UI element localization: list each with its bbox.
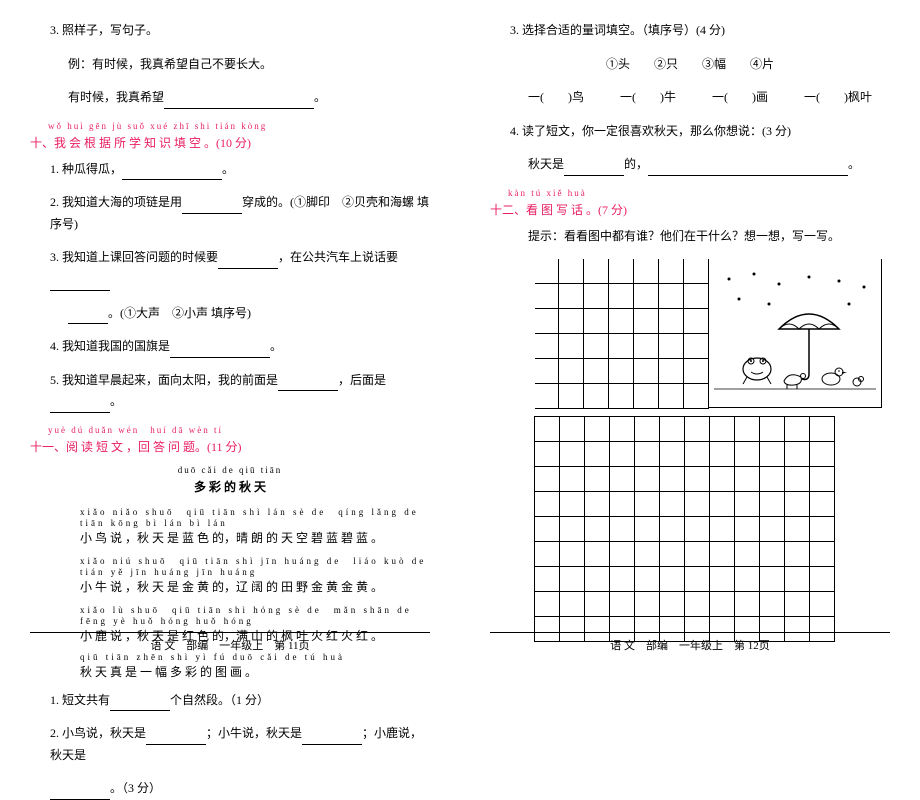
q3-prompt: 有时候，我真希望 — [68, 90, 164, 104]
q3-blank[interactable] — [164, 95, 314, 109]
q10-3c: 。(①大声 ②小声 填序号) — [30, 303, 430, 325]
q12-hint: 提示：看看图中都有谁？他们在干什么？想一想，写一写。 — [490, 226, 890, 248]
line4: 秋 天 真 是 一 幅 多 彩 的 图 画 。 — [30, 663, 430, 680]
writing-grid-wrap — [535, 259, 890, 409]
q10-4-blank[interactable] — [170, 344, 270, 358]
r-q3: 3. 选择合适的量词填空。（填序号）(4 分) — [490, 20, 890, 42]
q10-5: 5. 我知道早晨起来，面向太阳，我的前面是，后面是。 — [30, 370, 430, 413]
section12-text: 十二、看 图 写 话 。(7 分) — [490, 203, 627, 217]
section12-pinyin: kàn tú xiě huà — [490, 188, 890, 199]
q10-3-blank3[interactable] — [68, 310, 108, 324]
section11-text: 十一、阅 读 短 文 ，回 答 问 题。(11 分) — [30, 440, 242, 454]
q10-3: 3. 我知道上课回答问题的时候要，在公共汽车上说话要 — [30, 247, 430, 290]
q10-2: 2. 我知道大海的项链是用穿成的。(①脚印 ②贝壳和海螺 填序号) — [30, 192, 430, 235]
poem-title: duō cǎi de qiū tiān 多 彩 的 秋 天 — [30, 465, 430, 495]
r-q3-opts: ①头 ②只 ③幅 ④片 — [490, 54, 890, 76]
section10-pinyin: wǒ huì gēn jù suǒ xué zhī shi tián kòng — [30, 121, 430, 132]
q10-5-blank2[interactable] — [50, 399, 110, 413]
q11-2-blank2[interactable] — [302, 731, 362, 745]
line1: 小 鸟 说 ，秋 天 是 蓝 色 的，晴 朗 的 天 空 碧 蓝 碧 蓝 。 — [30, 529, 430, 546]
illustration — [708, 259, 882, 408]
q10-5-blank1[interactable] — [278, 377, 338, 391]
line4-pinyin: qiū tiān zhēn shì yì fú duō cǎi de tú hu… — [30, 652, 430, 662]
q11-2-cont: 。（3 分） — [30, 778, 430, 800]
section11-pinyin: yuè dú duǎn wén huí dā wèn tí — [30, 425, 430, 436]
line2-pinyin: xiǎo niú shuō qiū tiān shì jīn huáng de … — [30, 554, 430, 577]
section-10: wǒ huì gēn jù suǒ xué zhī shi tián kòng … — [30, 121, 430, 151]
q11-1-blank[interactable] — [110, 697, 170, 711]
q3-prompt-row: 有时候，我真希望。 — [30, 87, 430, 109]
line3-pinyin: xiǎo lù shuō qiū tiān shì hóng sè de mǎn… — [30, 603, 430, 626]
left-page: 3. 照样子，写句子。 例：有时候，我真希望自己不要长大。 有时候，我真希望。 … — [0, 0, 460, 663]
grid-bottom — [535, 417, 890, 642]
q10-1-blank[interactable] — [122, 166, 222, 180]
r-q4-prompt: 秋天是的，。 — [490, 154, 890, 176]
q10-3-blank2[interactable] — [50, 277, 110, 291]
q3-label: 3. 照样子，写句子。 — [50, 23, 158, 37]
r-q4-blank1[interactable] — [564, 162, 624, 176]
right-page: 3. 选择合适的量词填空。（填序号）(4 分) ①头 ②只 ③幅 ④片 一( )… — [460, 0, 920, 663]
r-q4: 4. 读了短文，你一定很喜欢秋天，那么你想说：(3 分) — [490, 121, 890, 143]
r-q4-blank2[interactable] — [648, 162, 848, 176]
section-12: kàn tú xiě huà 十二、看 图 写 话 。(7 分) — [490, 188, 890, 218]
section-11: yuè dú duǎn wén huí dā wèn tí 十一、阅 读 短 文… — [30, 425, 430, 455]
q3: 3. 照样子，写句子。 — [30, 20, 430, 42]
q11-2-blank3[interactable] — [50, 786, 110, 800]
line1-pinyin: xiǎo niǎo shuō qiū tiān shì lán sè de qí… — [30, 505, 430, 528]
section10-text: 十、我 会 根 据 所 学 知 识 填 空 。(10 分) — [30, 136, 251, 150]
r-q3-items: 一( )鸟 一( )牛 一( )画 一( )枫叶 — [490, 87, 890, 109]
q11-2: 2. 小鸟说，秋天是；小牛说，秋天是；小鹿说，秋天是 — [30, 723, 430, 766]
q3-example: 例：有时候，我真希望自己不要长大。 — [30, 54, 430, 76]
q10-3-blank1[interactable] — [218, 255, 278, 269]
q11-1: 1. 短文共有个自然段。（1 分） — [30, 690, 430, 712]
q10-4: 4. 我知道我国的国旗是。 — [30, 336, 430, 358]
q10-1: 1. 种瓜得瓜，。 — [30, 159, 430, 181]
grid-top-left — [535, 259, 709, 409]
line2: 小 牛 说 ，秋 天 是 金 黄 的，辽 阔 的 田 野 金 黄 金 黄 。 — [30, 578, 430, 595]
footer-left: 语 文 部编 一年级上 第 11页 — [30, 632, 430, 653]
q11-2-blank1[interactable] — [146, 731, 206, 745]
q10-2-blank[interactable] — [182, 200, 242, 214]
footer-right: 语 文 部编 一年级上 第 12页 — [490, 632, 890, 653]
